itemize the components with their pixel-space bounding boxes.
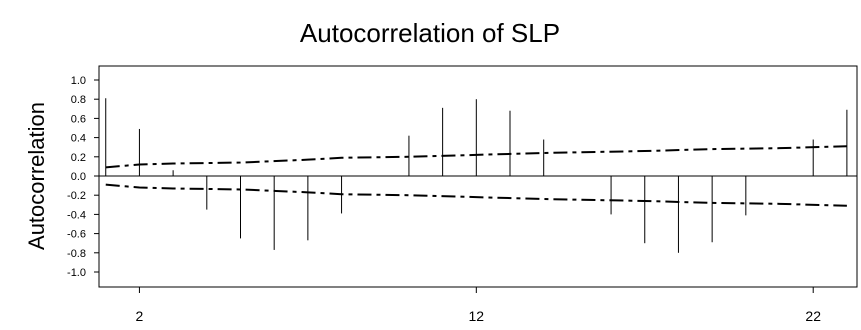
upper-significance-limit: [105, 145, 847, 169]
y-tick-label: -0.4: [67, 209, 86, 221]
y-tick-label: 0.8: [71, 94, 86, 106]
y-tick-label: 0.2: [71, 152, 86, 164]
x-tick-label: 12: [469, 308, 485, 324]
y-tick-label: 0.4: [71, 133, 86, 145]
x-tick-label: 2: [136, 308, 144, 324]
y-tick-label: 1.0: [71, 75, 86, 87]
chart-title: Autocorrelation of SLP: [300, 18, 560, 48]
y-tick-label: 0.0: [71, 171, 86, 183]
x-axis-ticks: 2 12 22: [136, 287, 821, 324]
significance-limits: [105, 145, 847, 207]
y-tick-label: -0.6: [67, 229, 86, 241]
y-tick-label: -0.2: [67, 190, 86, 202]
y-tick-label: 0.6: [71, 113, 86, 125]
y-tick-label: -1.0: [67, 267, 86, 279]
lower-significance-limit: [105, 183, 847, 207]
x-tick-label: 22: [805, 308, 821, 324]
y-tick-label: -0.8: [67, 248, 86, 260]
y-axis-ticks: 1.0 0.8 0.6 0.4 0.2 0.0 -0.2 -0.4 -0.6 -0.8 -1.0: [67, 75, 99, 279]
acf-bars: [105, 98, 848, 253]
y-axis-label: Autocorrelation: [24, 102, 49, 250]
